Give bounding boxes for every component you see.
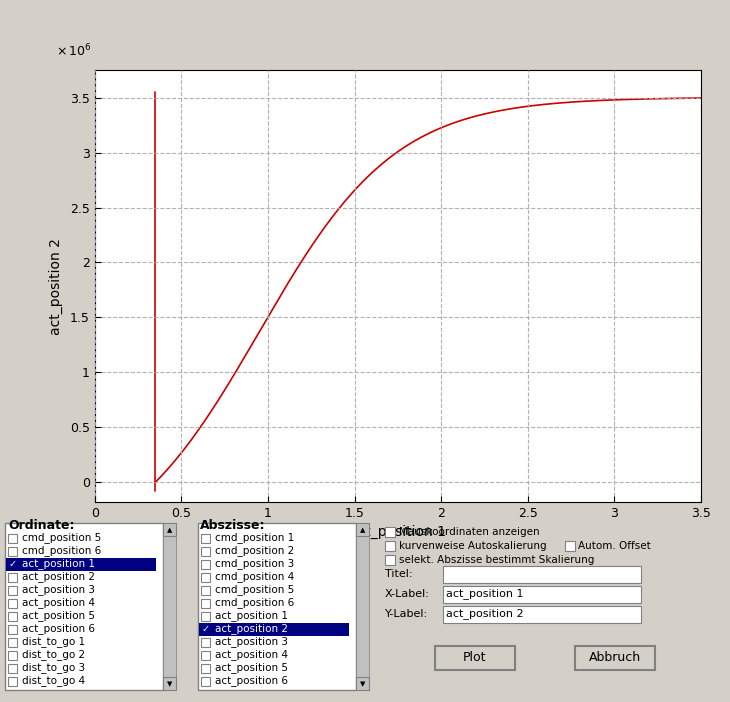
- Text: act_position 4: act_position 4: [22, 597, 95, 609]
- Bar: [443, 586, 641, 603]
- Bar: [8, 664, 17, 673]
- Bar: [8, 586, 17, 595]
- Bar: [201, 573, 210, 582]
- Text: Plot: Plot: [464, 651, 487, 665]
- Bar: [565, 541, 575, 551]
- Text: act_position 6: act_position 6: [22, 623, 95, 635]
- Text: act_position 2: act_position 2: [446, 609, 523, 619]
- Text: act_position 5: act_position 5: [215, 663, 288, 673]
- Text: cmd_position 2: cmd_position 2: [215, 545, 294, 557]
- Text: X-Label:: X-Label:: [385, 589, 430, 599]
- Text: cmd_position 4: cmd_position 4: [215, 571, 294, 583]
- Bar: [8, 573, 17, 582]
- Text: ▲: ▲: [360, 527, 365, 533]
- Bar: [163, 677, 176, 690]
- Text: ▲: ▲: [167, 527, 172, 533]
- Bar: [201, 534, 210, 543]
- Y-axis label: act_position 2: act_position 2: [49, 238, 63, 334]
- Bar: [8, 599, 17, 608]
- Text: Ordinate:: Ordinate:: [8, 519, 74, 532]
- Bar: [163, 523, 176, 536]
- Text: dist_to_go 4: dist_to_go 4: [22, 675, 85, 687]
- Bar: [198, 523, 356, 690]
- Bar: [575, 646, 655, 670]
- Bar: [201, 664, 210, 673]
- Bar: [201, 612, 210, 621]
- Text: ▼: ▼: [167, 681, 172, 687]
- Bar: [201, 599, 210, 608]
- Bar: [356, 523, 369, 690]
- Bar: [8, 612, 17, 621]
- Text: Y-Label:: Y-Label:: [385, 609, 428, 619]
- Text: dist_to_go 2: dist_to_go 2: [22, 649, 85, 661]
- Text: cmd_position 5: cmd_position 5: [22, 533, 101, 543]
- X-axis label: act_position 1: act_position 1: [350, 525, 446, 540]
- Text: dist_to_go 3: dist_to_go 3: [22, 663, 85, 673]
- Text: act_position 3: act_position 3: [215, 637, 288, 647]
- Bar: [385, 541, 395, 551]
- Text: kurvenweise Autoskalierung: kurvenweise Autoskalierung: [399, 541, 547, 551]
- Bar: [199, 623, 349, 636]
- Text: ✓: ✓: [202, 624, 210, 634]
- Text: Mauskoordinaten anzeigen: Mauskoordinaten anzeigen: [399, 527, 539, 537]
- Bar: [8, 651, 17, 660]
- Text: act_position 4: act_position 4: [215, 649, 288, 661]
- Bar: [8, 547, 17, 556]
- Bar: [385, 527, 395, 537]
- Bar: [201, 638, 210, 647]
- Text: Abszisse:: Abszisse:: [200, 519, 266, 532]
- Text: ▼: ▼: [360, 681, 365, 687]
- Bar: [201, 586, 210, 595]
- Bar: [435, 646, 515, 670]
- Bar: [443, 566, 641, 583]
- Text: Abbruch: Abbruch: [589, 651, 641, 665]
- Text: act_position 5: act_position 5: [22, 611, 95, 621]
- Text: act_position 3: act_position 3: [22, 585, 95, 595]
- Bar: [8, 625, 17, 634]
- Bar: [8, 677, 17, 686]
- Text: act_position 1: act_position 1: [22, 559, 95, 569]
- Bar: [8, 534, 17, 543]
- Text: cmd_position 6: cmd_position 6: [22, 545, 101, 557]
- Bar: [385, 555, 395, 565]
- Bar: [201, 677, 210, 686]
- Text: $\times\,10^6$: $\times\,10^6$: [56, 43, 92, 60]
- Text: act_position 1: act_position 1: [215, 611, 288, 621]
- Text: cmd_position 6: cmd_position 6: [215, 597, 294, 609]
- Text: cmd_position 3: cmd_position 3: [215, 559, 294, 569]
- Text: act_position 2: act_position 2: [215, 623, 288, 635]
- Text: Autom. Offset: Autom. Offset: [578, 541, 650, 551]
- Bar: [356, 677, 369, 690]
- Text: dist_to_go 1: dist_to_go 1: [22, 637, 85, 647]
- Text: act_position 1: act_position 1: [446, 588, 523, 600]
- Bar: [163, 523, 176, 690]
- Bar: [5, 523, 163, 690]
- Text: cmd_position 1: cmd_position 1: [215, 533, 294, 543]
- Text: act_position 6: act_position 6: [215, 675, 288, 687]
- Bar: [443, 606, 641, 623]
- Text: ✓: ✓: [9, 559, 17, 569]
- Bar: [201, 560, 210, 569]
- Bar: [201, 651, 210, 660]
- Text: cmd_position 5: cmd_position 5: [215, 585, 294, 595]
- Text: Titel:: Titel:: [385, 569, 412, 579]
- Bar: [356, 523, 369, 536]
- Text: act_position 2: act_position 2: [22, 571, 95, 583]
- Bar: [201, 547, 210, 556]
- Text: selekt. Abszisse bestimmt Skalierung: selekt. Abszisse bestimmt Skalierung: [399, 555, 594, 565]
- Bar: [6, 558, 156, 571]
- Bar: [8, 638, 17, 647]
